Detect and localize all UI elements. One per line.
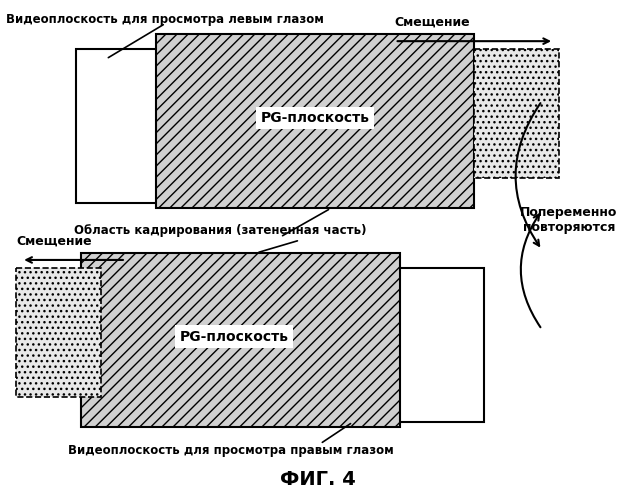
Text: PG-плоскость: PG-плоскость	[261, 110, 370, 124]
Text: Попеременно
повторяются: Попеременно повторяются	[520, 206, 618, 234]
Bar	[474, 49, 559, 178]
Text: Смещение: Смещение	[17, 235, 92, 248]
Bar	[17, 268, 101, 397]
Bar	[76, 49, 404, 203]
Text: Видеоплоскость для просмотра левым глазом: Видеоплоскость для просмотра левым глазо…	[6, 14, 324, 26]
Bar	[81, 253, 399, 427]
Text: PG-плоскость: PG-плоскость	[179, 330, 289, 344]
Text: Смещение: Смещение	[395, 15, 470, 28]
Bar	[156, 268, 484, 422]
Text: ФИГ. 4: ФИГ. 4	[280, 470, 356, 488]
Bar	[156, 34, 474, 208]
Text: Видеоплоскость для просмотра правым глазом: Видеоплоскость для просмотра правым глаз…	[67, 444, 393, 457]
Text: Область кадрирования (затененная часть): Область кадрирования (затененная часть)	[74, 224, 367, 237]
